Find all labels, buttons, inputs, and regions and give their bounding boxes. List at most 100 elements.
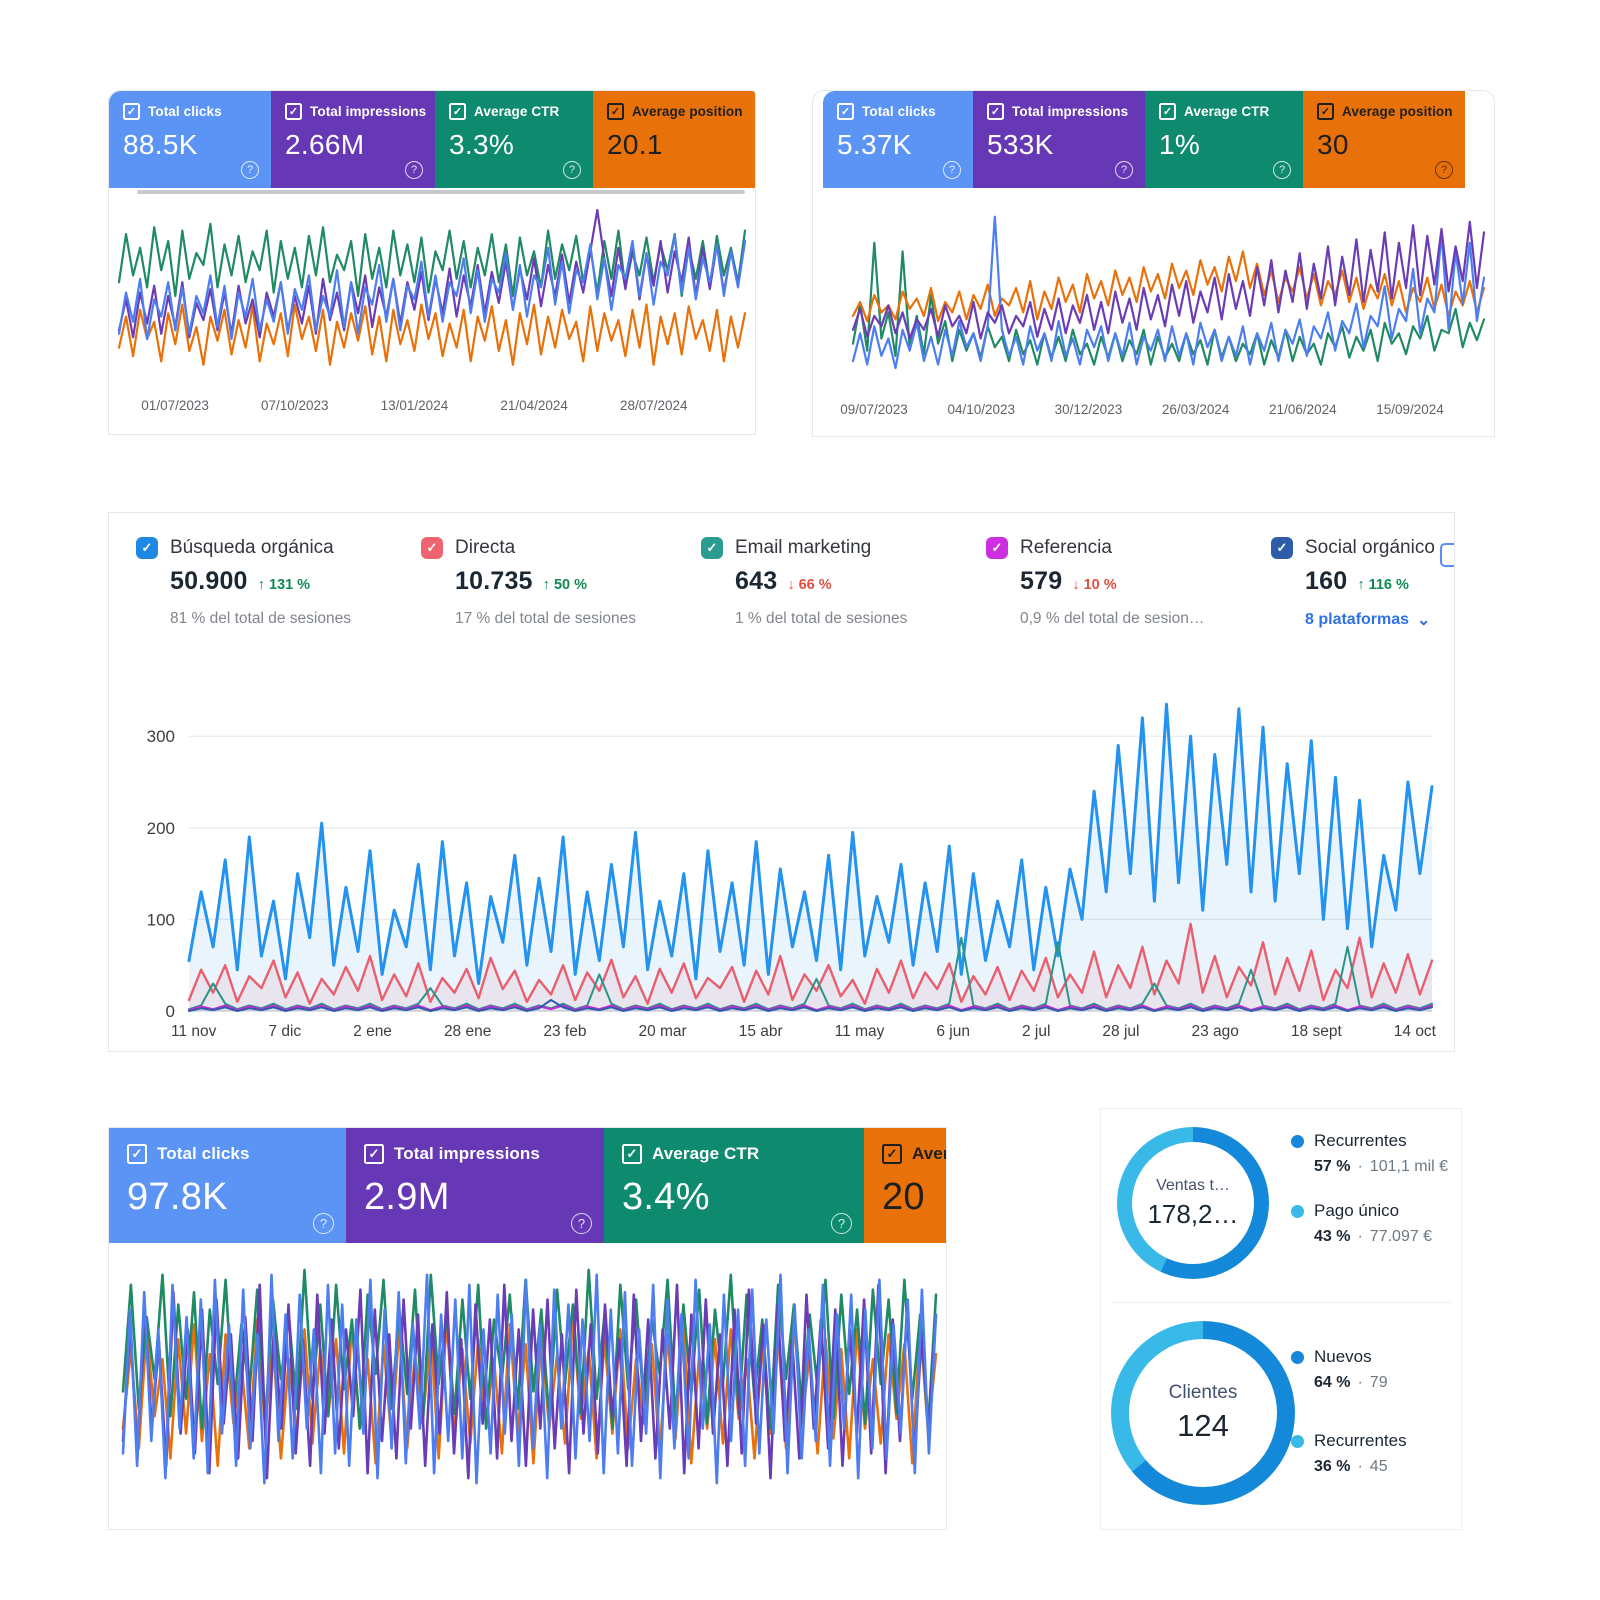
donut-title: Ventas t… bbox=[1156, 1176, 1230, 1194]
x-axis-tick: 14 oct bbox=[1393, 1023, 1436, 1040]
help-icon[interactable]: ? bbox=[313, 1213, 334, 1234]
help-icon[interactable]: ? bbox=[241, 161, 259, 179]
metric-label: Average position bbox=[632, 104, 743, 119]
metric-card-average-position[interactable]: ✓ Average position 30 ? bbox=[1303, 91, 1465, 188]
metric-label: Total clicks bbox=[148, 104, 222, 119]
legend-email-marketing: ✓ Email marketing 643 ↓ 66 % 1 % del total… bbox=[701, 537, 907, 628]
sales-legend-recurring: Recurrentes 57 % · 101,1 mil € bbox=[1291, 1131, 1448, 1176]
help-icon[interactable]: ? bbox=[405, 161, 423, 179]
donut-total: 178,2… bbox=[1147, 1198, 1239, 1229]
metric-label: Average position bbox=[912, 1144, 946, 1163]
metric-card-total-clicks[interactable]: ✓ Total clicks 97.8K ? bbox=[109, 1128, 346, 1243]
x-axis-tick: 15/09/2024 bbox=[1376, 402, 1444, 417]
checkbox-icon[interactable]: ✓ bbox=[837, 103, 854, 120]
platforms-dropdown-label: 8 plataformas bbox=[1305, 611, 1410, 628]
checkbox-icon[interactable]: ✓ bbox=[123, 103, 140, 120]
metric-card-total-impressions[interactable]: ✓ Total impressions 2.66M ? bbox=[271, 91, 435, 188]
clipped-checkbox-icon bbox=[1440, 543, 1454, 567]
channel-share: 1 % del total de sesiones bbox=[735, 610, 908, 627]
legend-organic-social: ✓ Social orgánico 160 ↑ 116 % 8 plataforma… bbox=[1271, 537, 1435, 630]
traffic-area-chart: 300 200 100 0 bbox=[147, 702, 1434, 1021]
gsc2-line-chart bbox=[851, 215, 1486, 370]
metric-label: Total impressions bbox=[310, 104, 427, 119]
metric-card-average-ctr[interactable]: ✓ Average CTR 3.3% ? bbox=[435, 91, 593, 188]
gsc1-x-axis-labels: 01/07/2023 07/10/2023 13/01/2024 21/04/2024… bbox=[109, 398, 755, 413]
channel-share: 81 % del total de sesiones bbox=[170, 610, 351, 627]
dot-separator: · bbox=[1357, 1374, 1363, 1391]
legend-pct: 43 % bbox=[1314, 1228, 1351, 1245]
legend-dot bbox=[1291, 1204, 1304, 1218]
checkbox-icon[interactable]: ✓ bbox=[701, 537, 723, 559]
sales-donut-chart: Ventas t… 178,2… bbox=[1117, 1127, 1269, 1279]
platforms-dropdown[interactable]: 8 plataformas ⌄ bbox=[1305, 610, 1435, 630]
legend-label: Recurrentes bbox=[1314, 1431, 1407, 1450]
gsc2-x-axis-labels: 09/07/2023 04/10/2023 30/12/2023 26/03/2024… bbox=[813, 402, 1494, 417]
metric-card-total-impressions[interactable]: ✓ Total impressions 2.9M ? bbox=[346, 1128, 604, 1243]
metric-card-average-ctr[interactable]: ✓ Average CTR 1% ? bbox=[1145, 91, 1303, 188]
channel-share: 17 % del total de sesiones bbox=[455, 610, 636, 627]
checkbox-icon[interactable]: ✓ bbox=[285, 103, 302, 120]
x-axis-tick: 13/01/2024 bbox=[380, 398, 449, 413]
help-icon[interactable]: ? bbox=[563, 161, 581, 179]
checkbox-icon[interactable]: ✓ bbox=[449, 103, 466, 120]
horizontal-scrollbar[interactable] bbox=[137, 190, 745, 194]
x-axis-tick: 11 may bbox=[834, 1023, 885, 1040]
checkbox-icon[interactable]: ✓ bbox=[421, 537, 443, 559]
x-axis-tick: 30/12/2023 bbox=[1054, 402, 1123, 417]
help-icon[interactable]: ? bbox=[1115, 161, 1133, 179]
metric-card-average-ctr[interactable]: ✓ Average CTR 3.4% ? bbox=[604, 1128, 864, 1243]
help-icon[interactable]: ? bbox=[571, 1213, 592, 1234]
channel-delta: ↓ 10 % bbox=[1072, 577, 1117, 593]
x-axis-tick: 11 nov bbox=[171, 1023, 217, 1040]
checkbox-icon[interactable]: ✓ bbox=[1159, 103, 1176, 120]
channel-delta: ↑ 131 % bbox=[257, 577, 311, 593]
metric-label: Total clicks bbox=[157, 1144, 250, 1163]
metric-card-total-clicks[interactable]: ✓ Total clicks 5.37K ? bbox=[823, 91, 973, 188]
section-divider bbox=[1111, 1302, 1451, 1303]
x-axis-tick: 15 abr bbox=[738, 1023, 783, 1040]
checkbox-icon[interactable]: ✓ bbox=[1271, 537, 1293, 559]
metric-card-average-position[interactable]: ✓ Average position 20 bbox=[864, 1128, 946, 1243]
legend-amount: 45 bbox=[1369, 1458, 1388, 1475]
help-icon[interactable]: ? bbox=[943, 161, 961, 179]
checkbox-icon[interactable]: ✓ bbox=[364, 1144, 384, 1164]
gsc2-metric-cards: ✓ Total clicks 5.37K ? ✓ Total impressions… bbox=[813, 91, 1494, 188]
legend-organic-search: ✓ Búsqueda orgánica 50.900 ↑ 131 % 81 % de… bbox=[136, 537, 351, 628]
help-icon[interactable]: ? bbox=[1435, 161, 1453, 179]
checkbox-icon[interactable]: ✓ bbox=[127, 1144, 147, 1164]
help-icon[interactable]: ? bbox=[831, 1213, 852, 1234]
x-axis-tick: 18 sept bbox=[1290, 1023, 1342, 1040]
metric-card-average-position[interactable]: ✓ Average position 20.1 bbox=[593, 91, 755, 188]
x-axis-tick: 09/07/2023 bbox=[840, 402, 908, 417]
checkbox-icon[interactable]: ✓ bbox=[136, 537, 158, 559]
donut-title: Clientes bbox=[1168, 1382, 1238, 1403]
x-axis-tick: 04/10/2023 bbox=[947, 402, 1016, 417]
svg-text:100: 100 bbox=[147, 910, 175, 929]
chevron-down-icon: ⌄ bbox=[1417, 612, 1431, 629]
channel-value: 643 bbox=[735, 567, 778, 595]
help-icon[interactable]: ? bbox=[1273, 161, 1291, 179]
legend-direct: ✓ Directa 10.735 ↑ 50 % 17 % del total de … bbox=[421, 537, 636, 628]
legend-dot bbox=[1291, 1134, 1304, 1148]
checkbox-icon[interactable]: ✓ bbox=[607, 103, 624, 120]
checkbox-icon[interactable]: ✓ bbox=[882, 1144, 902, 1164]
gsc3-line-chart bbox=[121, 1268, 938, 1485]
checkbox-icon[interactable]: ✓ bbox=[622, 1144, 642, 1164]
donut-total: 124 bbox=[1177, 1408, 1229, 1443]
x-axis-tick: 26/03/2024 bbox=[1161, 402, 1230, 417]
x-axis-tick: 28/07/2024 bbox=[619, 398, 688, 413]
metric-card-total-impressions[interactable]: ✓ Total impressions 533K ? bbox=[973, 91, 1145, 188]
channel-delta: ↑ 116 % bbox=[1357, 577, 1409, 593]
channel-label: Email marketing bbox=[735, 537, 872, 558]
channel-value: 579 bbox=[1020, 567, 1063, 595]
legend-amount: 101,1 mil € bbox=[1369, 1158, 1449, 1175]
clients-legend-recurring: Recurrentes 36 % · 45 bbox=[1291, 1431, 1407, 1476]
checkbox-icon[interactable]: ✓ bbox=[1317, 103, 1334, 120]
checkbox-icon[interactable]: ✓ bbox=[987, 103, 1004, 120]
metric-card-total-clicks[interactable]: ✓ Total clicks 88.5K ? bbox=[109, 91, 271, 188]
checkbox-icon[interactable]: ✓ bbox=[986, 537, 1008, 559]
x-axis-tick: 28 jul bbox=[1102, 1023, 1140, 1040]
legend-label: Pago único bbox=[1314, 1201, 1400, 1220]
clients-donut-chart: Clientes 124 bbox=[1111, 1321, 1295, 1505]
